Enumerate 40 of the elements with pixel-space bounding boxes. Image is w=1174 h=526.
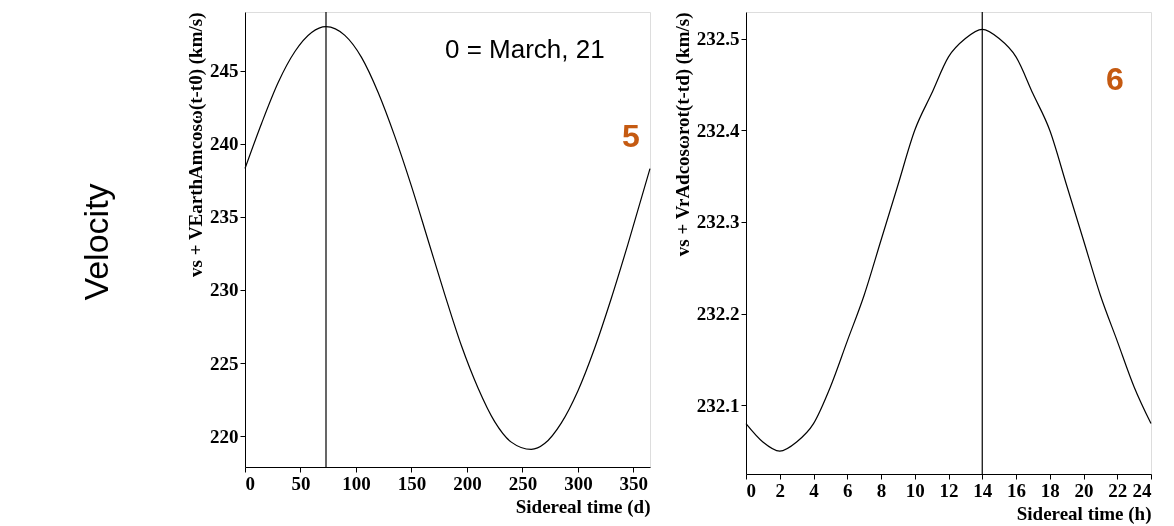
x-tick-label: 250	[508, 472, 538, 494]
x-axis-title: Sidereal time (h)	[1016, 502, 1152, 525]
x-tick-label: 300	[564, 472, 593, 494]
x-tick-label: 22	[1108, 479, 1128, 501]
annotation: 6	[1106, 61, 1124, 97]
x-tick-label: 12	[939, 479, 959, 501]
x-tick-label: 2	[775, 479, 785, 501]
x-tick-label: 0	[746, 479, 756, 501]
y-tick-label: 232.3	[696, 211, 740, 233]
x-tick-label: 350	[619, 472, 649, 494]
y-tick-label: 230	[210, 279, 239, 301]
y-tick-label: 232.2	[696, 303, 740, 325]
y-tick-label: 245	[210, 60, 239, 82]
text: Velocity	[77, 183, 115, 301]
y-tick-label: 232.4	[696, 119, 740, 141]
x-tick-label: 6	[843, 479, 853, 501]
x-tick-label: 50	[291, 472, 311, 494]
x-tick-label: 24	[1132, 479, 1152, 501]
y-tick-label: 235	[210, 206, 239, 228]
x-tick-label: 4	[809, 479, 820, 501]
y-tick-label: 240	[210, 133, 239, 155]
y-tick-label: 225	[210, 352, 239, 374]
y-tick-label: 232.5	[696, 28, 740, 50]
annotation: 0 = March, 21	[445, 34, 605, 64]
x-tick-label: 16	[1007, 479, 1026, 501]
x-tick-label: 20	[1074, 479, 1094, 501]
x-tick-label: 0	[245, 472, 255, 494]
y-axis-title: vs + VrAdcosωrot(t-td) (km/s)	[671, 12, 694, 257]
x-tick-label: 14	[973, 479, 993, 501]
x-tick-label: 18	[1040, 479, 1060, 501]
y-tick-label: 220	[210, 425, 239, 447]
y-tick-label: 232.1	[696, 394, 740, 416]
x-axis-title: Sidereal time (d)	[515, 495, 651, 518]
x-tick-label: 8	[876, 479, 887, 501]
x-tick-label: 200	[453, 472, 482, 494]
x-tick-label: 150	[397, 472, 427, 494]
x-tick-label: 100	[342, 472, 371, 494]
annotation: 5	[622, 118, 640, 154]
y-axis-title: vs + VEarthAmcosω(t-t0) (km/s)	[185, 12, 207, 277]
x-tick-label: 10	[905, 479, 925, 501]
